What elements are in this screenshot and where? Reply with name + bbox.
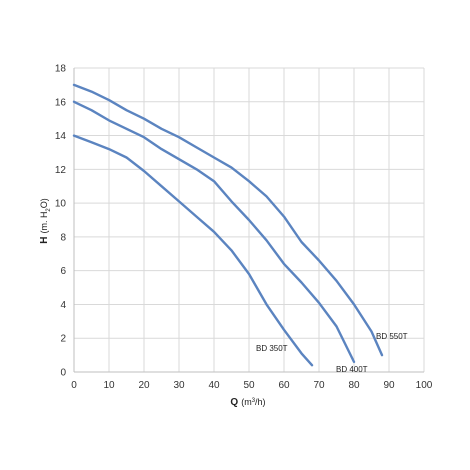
y-tick-label: 0 (60, 368, 66, 379)
series-line-bd-350t (72, 134, 314, 367)
x-tick-label: 30 (173, 380, 185, 391)
y-axis-title-unit-suffix: O) (39, 198, 49, 208)
y-tick-label: 14 (55, 131, 67, 142)
x-tick-labels: 0 10 20 30 40 50 60 70 80 90 100 (71, 380, 433, 391)
axes (73, 68, 424, 373)
x-tick-label: 40 (208, 380, 220, 391)
series-label: BD 400T (336, 365, 368, 374)
y-axis-title: H (m. H2O) (39, 198, 52, 244)
y-tick-label: 12 (55, 165, 67, 176)
y-axis-title-unit-sub: 2 (46, 208, 52, 212)
x-axis-title-unit-suffix: /h) (255, 397, 266, 407)
series-labels: BD 350T BD 400T BD 550T (256, 332, 408, 374)
y-tick-label: 6 (60, 266, 66, 277)
x-tick-label: 10 (103, 380, 115, 391)
x-tick-label: 90 (383, 380, 395, 391)
y-tick-label: 4 (60, 300, 66, 311)
y-axis-title-main: H (39, 237, 50, 244)
x-tick-label: 60 (278, 380, 290, 391)
x-tick-label: 0 (71, 380, 77, 391)
y-axis-title-unit-prefix: (m. H (39, 212, 49, 234)
y-tick-label: 2 (60, 334, 66, 345)
series-label: BD 550T (376, 332, 408, 341)
series-lines (72, 83, 384, 367)
y-tick-labels: 0 2 4 6 8 10 12 14 16 18 (55, 64, 67, 379)
x-axis-title-main: Q (230, 397, 238, 408)
x-axis-title: Q (m3/h) (230, 397, 265, 408)
x-tick-label: 100 (416, 380, 433, 391)
x-axis-title-unit-sup: 3 (252, 398, 256, 404)
y-tick-label: 16 (55, 97, 67, 108)
x-tick-label: 20 (138, 380, 150, 391)
x-tick-label: 50 (243, 380, 255, 391)
y-tick-label: 10 (55, 199, 67, 210)
x-tick-label: 70 (313, 380, 325, 391)
x-axis-title-unit-prefix: (m (241, 397, 252, 407)
series-line-bd-400t (72, 100, 356, 364)
series-label: BD 350T (256, 344, 288, 353)
y-tick-label: 8 (60, 232, 66, 243)
y-tick-label: 18 (55, 64, 67, 75)
series-line-bd-550t (72, 83, 384, 357)
x-tick-label: 80 (348, 380, 360, 391)
